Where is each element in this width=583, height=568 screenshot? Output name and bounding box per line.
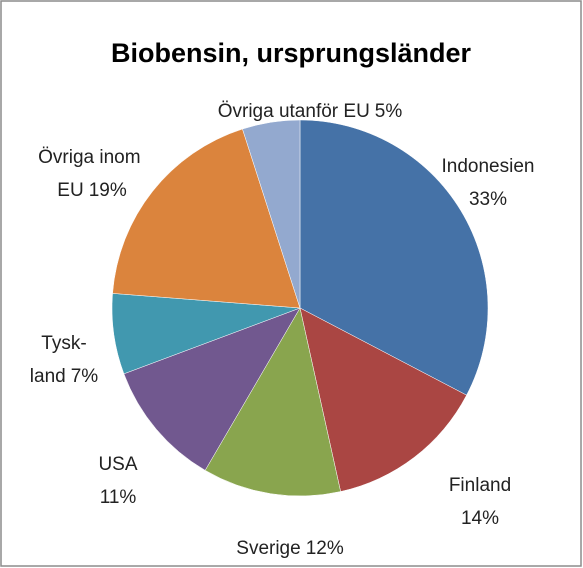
slice-label-value: 7% bbox=[71, 366, 99, 387]
chart-title: Biobensin, ursprungsländer bbox=[111, 38, 472, 68]
slice-label-line: Övriga utanför EU bbox=[218, 101, 370, 122]
slice-label-value: 14% bbox=[461, 508, 499, 529]
slice-label-line: EU bbox=[57, 180, 83, 201]
slice-label: Tysk-land 7% bbox=[30, 333, 98, 387]
slice-label-line: Finland bbox=[449, 475, 511, 496]
slice-label-line: Övriga inom bbox=[38, 147, 146, 168]
pie-slice bbox=[242, 119, 301, 309]
slice-label-name: USA bbox=[98, 454, 137, 475]
slice-label: Övriga inom EU 19% bbox=[38, 147, 146, 201]
slice-label-name: Finland bbox=[449, 475, 511, 496]
slice-label-line: Tysk- bbox=[41, 333, 86, 354]
slice-label: Övriga utanför EU 5% bbox=[218, 101, 403, 122]
slice-label: USA 11% bbox=[98, 454, 137, 508]
slice-label-value: 11% bbox=[100, 487, 137, 508]
slice-label-line: Indonesien bbox=[442, 156, 535, 177]
slice-label-value: 5% bbox=[375, 101, 403, 122]
pie-slice bbox=[204, 307, 341, 497]
slice-label-value: 33% bbox=[469, 189, 507, 210]
slice-label: Finland 14% bbox=[449, 475, 511, 529]
slice-label-value: 19% bbox=[89, 180, 127, 201]
pie-slice bbox=[299, 119, 489, 396]
slice-label: Indonesien 33% bbox=[442, 156, 535, 210]
slice-label-name: Sverige bbox=[236, 538, 300, 559]
slice-label-value: 12% bbox=[306, 538, 344, 559]
pie-slice bbox=[123, 307, 301, 471]
pie-slice bbox=[112, 128, 301, 309]
slice-label-line: USA bbox=[98, 454, 137, 475]
pie-slice bbox=[299, 307, 467, 492]
slice-label-line: Sverige bbox=[236, 538, 300, 559]
slice-label-name: Övriga utanför EU bbox=[218, 101, 370, 122]
slice-label: Sverige 12% bbox=[236, 538, 344, 559]
slice-label-name: Övriga inom EU bbox=[38, 147, 146, 201]
slice-label-name: Indonesien bbox=[442, 156, 535, 177]
slice-label-line: land bbox=[30, 366, 66, 387]
slice-label-name: Tysk-land bbox=[30, 333, 87, 387]
